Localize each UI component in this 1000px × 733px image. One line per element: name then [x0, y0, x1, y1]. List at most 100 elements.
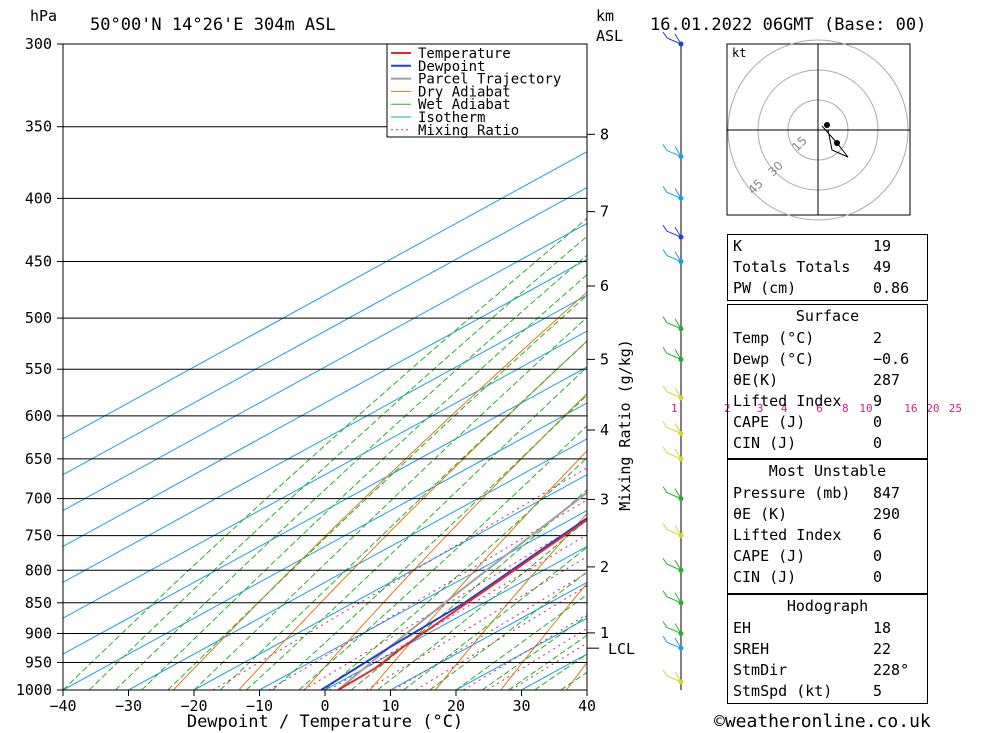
km-tick-label: 1: [600, 624, 609, 642]
most-unstable-table: Most Unstable Pressure (mb) 847 θE (K) 290…: [727, 459, 928, 594]
surface-title: Surface: [795, 307, 860, 325]
temperature-tick-label: 0: [320, 697, 329, 715]
wind-barb: [662, 557, 682, 571]
mixing-ratio-label: 4: [781, 402, 788, 415]
mixing-ratio-labels: 1 2 3 4 6 8 10 16 20 25: [671, 402, 962, 415]
hodograph-table: Hodograph EH 18 SREH 22 StmDir 228° StmSpd …: [727, 594, 928, 704]
asl-label: ASL: [596, 27, 623, 45]
km-tick-label: 5: [600, 350, 609, 368]
mu-value-pressure: 847: [873, 484, 901, 502]
mixing-ratio-label: 25: [949, 402, 962, 415]
km-tick-label: 8: [600, 125, 609, 143]
mean-wind-dot: [834, 140, 840, 146]
wind-barb: [662, 669, 682, 683]
pressure-tick-label: 1000: [16, 681, 52, 699]
legend-entry: Isotherm: [418, 110, 485, 126]
mixing-ratio-label: 20: [926, 402, 939, 415]
wind-barb: [662, 31, 682, 45]
mixing-ratio-label: 1: [671, 402, 678, 415]
isotherm-line: [63, 258, 587, 548]
temperature-tick-label: 20: [447, 697, 465, 715]
hodo-label-stmdir: StmDir: [733, 661, 788, 679]
isotherm-line: [63, 186, 587, 476]
mixing-ratio-line: [268, 499, 587, 690]
hpa-label: hPa: [30, 7, 57, 25]
isotherm-line: [324, 545, 587, 690]
isotherm-line: [63, 151, 587, 440]
mixing-ratio-label: 6: [816, 402, 823, 415]
surface-value-temp: 2: [873, 329, 883, 347]
wind-barb: [662, 385, 682, 399]
pressure-tick-label: 900: [25, 624, 52, 642]
wind-barb: [662, 421, 682, 434]
pressure-tick-label: 600: [25, 407, 52, 425]
pressure-tick-label: 650: [25, 450, 52, 468]
mu-value-li: 6: [873, 526, 883, 544]
wind-barb: [662, 249, 682, 263]
temperature-tick-label: −40: [49, 697, 76, 715]
legend-entry: Dry Adiabat: [418, 84, 511, 100]
index-label-totals: Totals Totals: [733, 258, 851, 276]
surface-table: Surface Temp (°C) 2 Dewp (°C) −0.6 θE(K) 28…: [727, 304, 928, 459]
surface-label-li: Lifted Index: [733, 392, 842, 410]
wind-barb: [662, 621, 682, 634]
hodograph-unit-label: kt: [732, 46, 746, 60]
temperature-tick-label: −30: [115, 697, 142, 715]
surface-label-temp: Temp (°C): [733, 329, 815, 347]
legend-entry: Dewpoint: [418, 59, 485, 75]
km-tick-label: 7: [600, 203, 609, 221]
mixing-ratio-axis-label: Mixing Ratio (g/kg): [616, 339, 634, 511]
mu-label-cape: CAPE (J): [733, 547, 806, 565]
mixing-ratio-label: 3: [757, 402, 764, 415]
temperature-tick-label: −20: [180, 697, 207, 715]
isotherm-line: [63, 402, 587, 690]
hodo-value-stmdir: 228°: [873, 661, 910, 679]
mu-value-cape: 0: [873, 547, 883, 565]
surface-label-thetae: θE(K): [733, 371, 779, 389]
wet-adiabat-line: [403, 546, 587, 690]
index-value-pw: 0.86: [873, 279, 910, 297]
mu-label-li: Lifted Index: [733, 526, 842, 544]
index-label-k: K: [733, 237, 743, 255]
surface-value-li: 9: [873, 392, 883, 410]
mu-label-cin: CIN (J): [733, 568, 797, 586]
pressure-tick-label: 450: [25, 253, 52, 271]
wind-barb: [662, 347, 682, 360]
isotherm-line: [63, 366, 587, 655]
most-unstable-title: Most Unstable: [768, 462, 887, 480]
storm-motion-dot: [824, 122, 830, 128]
legend-entry: Parcel Trajectory: [418, 72, 561, 88]
mu-label-pressure: Pressure (mb): [733, 484, 851, 502]
datetime-title: 16.01.2022 06GMT (Base: 00): [650, 15, 926, 35]
mixing-ratio-line: [328, 534, 587, 690]
legend-entry: Temperature: [418, 46, 511, 62]
wind-barb: [662, 224, 682, 238]
isotherm-line: [259, 509, 587, 690]
index-label-pw: PW (cm): [733, 279, 797, 297]
temperature-tick-label: 30: [512, 697, 530, 715]
dewpoint-line: [320, 516, 587, 690]
wind-barb: [662, 523, 682, 537]
mixing-ratio-label: 10: [859, 402, 872, 415]
temperature-tick-label: 10: [381, 697, 399, 715]
km-tick-label: 3: [600, 490, 609, 508]
wet-adiabat-line: [350, 488, 587, 690]
surface-label-cape: CAPE (J): [733, 413, 806, 431]
legend-entry: Mixing Ratio: [418, 123, 519, 139]
km-tick-label: 6: [600, 277, 609, 295]
mixing-ratio-label: 8: [842, 402, 849, 415]
hodo-value-stmspd: 5: [873, 682, 883, 700]
surface-label-cin: CIN (J): [733, 434, 797, 452]
isotherm-line: [63, 222, 587, 512]
wind-barb: [662, 635, 682, 649]
isotherm-line: [193, 474, 587, 690]
wind-barb: [662, 590, 682, 604]
location-title: 50°00'N 14°26'E 304m ASL: [90, 15, 336, 35]
wind-barb-column: [662, 31, 684, 690]
lcl-label: LCL: [608, 640, 635, 658]
hodo-label-eh: EH: [733, 619, 752, 637]
mu-value-thetae: 290: [873, 505, 901, 523]
km-label: km: [596, 7, 614, 25]
